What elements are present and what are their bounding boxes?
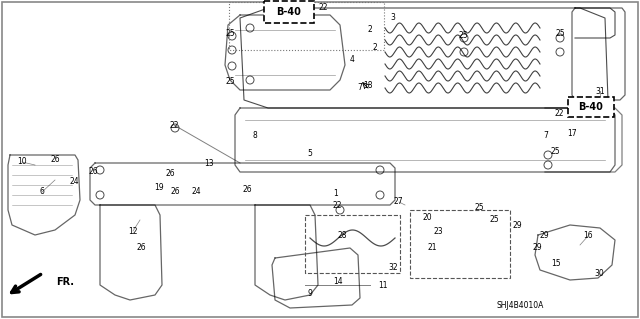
Text: 22: 22 xyxy=(554,108,564,117)
Bar xyxy=(305,215,400,273)
Text: 14: 14 xyxy=(333,278,343,286)
FancyBboxPatch shape xyxy=(264,1,314,23)
Text: 12: 12 xyxy=(128,226,138,235)
Text: 26: 26 xyxy=(50,155,60,165)
Text: 26: 26 xyxy=(165,168,175,177)
Text: 18: 18 xyxy=(364,80,372,90)
Text: 11: 11 xyxy=(378,281,388,291)
Text: 28: 28 xyxy=(337,232,347,241)
Text: 22: 22 xyxy=(318,4,328,12)
Text: 21: 21 xyxy=(428,242,436,251)
Text: 13: 13 xyxy=(204,159,214,167)
Text: 23: 23 xyxy=(433,227,443,236)
Text: 26: 26 xyxy=(88,167,98,176)
Text: 29: 29 xyxy=(532,243,542,253)
Text: 29: 29 xyxy=(539,232,549,241)
Text: B-40: B-40 xyxy=(276,7,301,17)
Text: 8: 8 xyxy=(253,130,257,139)
Text: 27: 27 xyxy=(393,197,403,206)
Text: 25: 25 xyxy=(555,29,565,39)
Text: 10: 10 xyxy=(17,158,27,167)
Text: 26: 26 xyxy=(242,184,252,194)
Text: 7: 7 xyxy=(543,130,548,139)
Text: 26: 26 xyxy=(136,243,146,253)
Text: 1: 1 xyxy=(333,189,339,198)
Text: 4: 4 xyxy=(349,56,355,64)
Text: FR.: FR. xyxy=(56,277,74,287)
Text: 24: 24 xyxy=(69,177,79,187)
Text: 25: 25 xyxy=(550,147,560,157)
Bar xyxy=(229,2,384,50)
Text: 25: 25 xyxy=(225,29,235,39)
Text: 6: 6 xyxy=(40,188,44,197)
Text: 25: 25 xyxy=(458,32,468,41)
Text: 2: 2 xyxy=(367,26,372,34)
Text: 25: 25 xyxy=(489,216,499,225)
FancyBboxPatch shape xyxy=(568,97,614,117)
Text: 25: 25 xyxy=(225,78,235,86)
Text: B-40: B-40 xyxy=(579,102,604,112)
Text: 25: 25 xyxy=(474,203,484,211)
Text: 17: 17 xyxy=(567,129,577,137)
Text: 5: 5 xyxy=(308,149,312,158)
Text: SHJ4B4010A: SHJ4B4010A xyxy=(496,300,544,309)
Text: 19: 19 xyxy=(154,182,164,191)
Text: 15: 15 xyxy=(551,259,561,269)
Text: 24: 24 xyxy=(191,188,201,197)
Text: 31: 31 xyxy=(595,86,605,95)
Text: 3: 3 xyxy=(390,13,396,23)
Bar xyxy=(410,210,510,278)
Text: 16: 16 xyxy=(583,232,593,241)
Text: 22: 22 xyxy=(332,201,342,210)
Text: 22: 22 xyxy=(169,121,179,130)
Text: 29: 29 xyxy=(512,221,522,231)
Text: 2: 2 xyxy=(372,43,378,53)
Text: 26: 26 xyxy=(170,188,180,197)
Text: 7: 7 xyxy=(358,83,362,92)
Text: 30: 30 xyxy=(594,270,604,278)
Text: 20: 20 xyxy=(422,213,432,222)
Text: 32: 32 xyxy=(388,263,398,272)
Text: 9: 9 xyxy=(308,290,312,299)
